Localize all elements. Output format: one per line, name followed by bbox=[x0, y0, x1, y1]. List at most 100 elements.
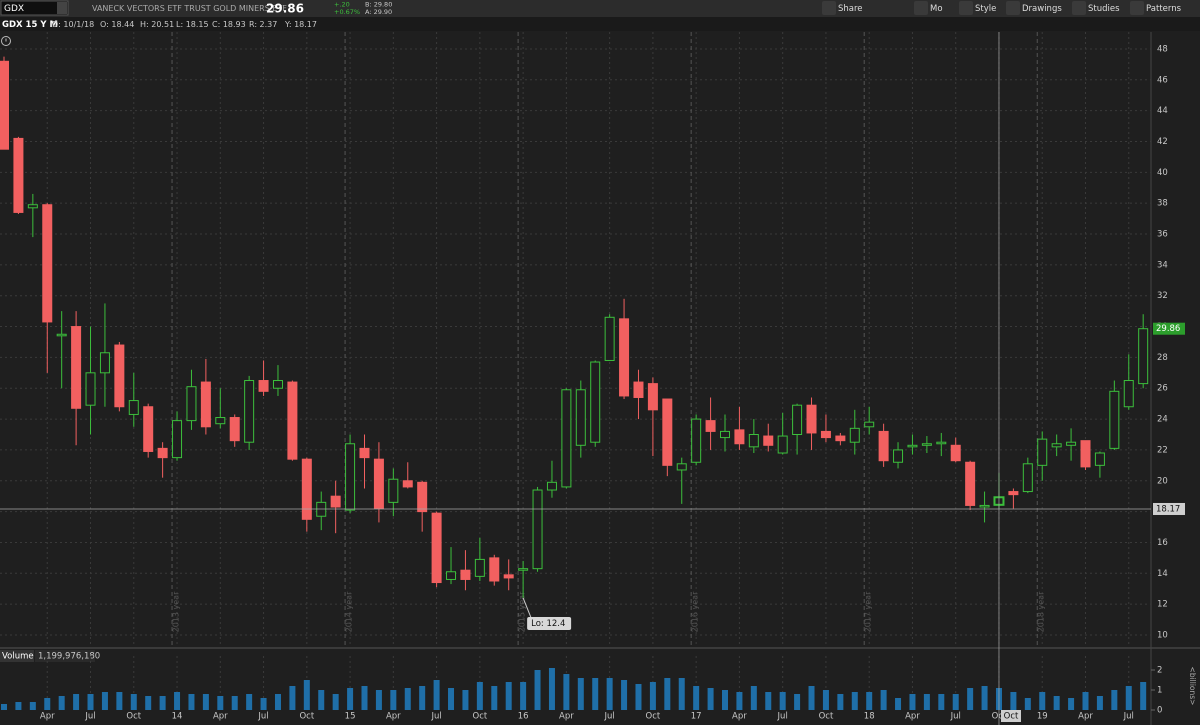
candle-body bbox=[258, 380, 269, 392]
year-marker-label: 2017 year bbox=[864, 591, 873, 632]
candle-body bbox=[402, 480, 413, 488]
candle-body bbox=[546, 481, 557, 491]
volume-bar bbox=[289, 686, 296, 710]
y-tick-label: 42 bbox=[1157, 137, 1168, 147]
candle-body bbox=[200, 381, 211, 428]
volume-bar bbox=[1, 704, 7, 710]
volume-bar bbox=[1010, 692, 1017, 710]
y-tick-label: 14 bbox=[1157, 569, 1168, 579]
annotation: Lo: 12.4 bbox=[531, 619, 565, 629]
candle-body bbox=[619, 318, 630, 397]
candle-body bbox=[359, 447, 370, 459]
volume-bar bbox=[15, 702, 22, 710]
candle-body bbox=[777, 435, 788, 454]
ohlc-info: D: 10/1/18 bbox=[52, 20, 94, 29]
y-tick-label: 36 bbox=[1157, 230, 1168, 240]
x-tick-label: 19 bbox=[1037, 712, 1048, 722]
candle-body bbox=[734, 429, 745, 445]
x-tick-label: Apr bbox=[213, 712, 228, 722]
volume-bar bbox=[188, 694, 195, 710]
candle-body bbox=[417, 481, 428, 513]
candle-body bbox=[287, 381, 298, 460]
x-tick-label: Apr bbox=[732, 712, 747, 722]
candle-body bbox=[373, 458, 384, 510]
x-tick-label: Oct bbox=[299, 712, 314, 722]
volume-bar bbox=[448, 688, 455, 710]
bid: B: 29.80 bbox=[365, 1, 392, 9]
volume-bar bbox=[159, 696, 166, 710]
volume-bar bbox=[664, 678, 671, 710]
volume-bar bbox=[1082, 692, 1089, 710]
volume-bar bbox=[174, 692, 181, 710]
ohlc-info: R: 2.37 bbox=[249, 20, 277, 29]
annotation-box bbox=[527, 616, 572, 630]
volume-bar bbox=[1053, 696, 1060, 710]
y-tick-label: 12 bbox=[1157, 600, 1168, 610]
symbol-input[interactable] bbox=[0, 0, 69, 16]
volume-bar bbox=[1039, 692, 1046, 710]
candle-body bbox=[748, 433, 759, 448]
candle-body bbox=[330, 495, 341, 508]
volume-bar bbox=[1140, 682, 1147, 710]
info-icon[interactable] bbox=[1, 36, 11, 46]
candle-body bbox=[172, 420, 183, 459]
crosshair-date-tag bbox=[1000, 710, 1021, 722]
candle-body bbox=[1066, 441, 1077, 446]
volume-title: Volume bbox=[2, 652, 34, 662]
candle-body bbox=[215, 417, 226, 425]
volume-bar bbox=[491, 686, 498, 710]
volume-bar bbox=[678, 678, 685, 710]
toolbar-button[interactable] bbox=[914, 1, 928, 15]
volume-bar bbox=[707, 688, 714, 710]
toolbar-button[interactable] bbox=[1006, 1, 1020, 15]
candle-body bbox=[763, 435, 774, 446]
candle-body bbox=[921, 443, 932, 446]
candle-body bbox=[114, 344, 125, 408]
volume-bar bbox=[837, 694, 844, 710]
volume-bar bbox=[332, 694, 339, 710]
volume-bar bbox=[750, 686, 757, 710]
symbol-dropdown[interactable] bbox=[57, 2, 67, 14]
volume-bar bbox=[1024, 698, 1031, 710]
ohlc-info: Y: 18.17 bbox=[284, 20, 317, 29]
chart-label: GDX 15 Y M bbox=[2, 20, 58, 30]
crosshair-price: 18.17 bbox=[1156, 504, 1180, 514]
volume-bar bbox=[217, 696, 224, 710]
volume-bar bbox=[318, 690, 325, 710]
crosshair-price-tag bbox=[1153, 502, 1185, 515]
volume-bar bbox=[621, 680, 628, 710]
volume-bar bbox=[347, 688, 354, 710]
candle-body bbox=[893, 449, 904, 463]
candle-body bbox=[1022, 463, 1033, 493]
toolbar-button[interactable] bbox=[1130, 1, 1144, 15]
candle-body bbox=[705, 420, 716, 432]
volume-bar bbox=[87, 694, 94, 710]
x-tick-label: Jul bbox=[777, 712, 788, 722]
toolbar-button-label: Studies bbox=[1088, 4, 1120, 14]
candle-body bbox=[42, 204, 53, 323]
volume-bar bbox=[952, 694, 959, 710]
y-tick-label: 28 bbox=[1157, 353, 1168, 363]
candle-body bbox=[806, 404, 817, 434]
year-marker-label: 2018 year bbox=[1037, 591, 1046, 632]
x-tick-label: Apr bbox=[905, 712, 920, 722]
toolbar-button[interactable] bbox=[822, 1, 836, 15]
x-tick-label: Oct bbox=[819, 712, 834, 722]
candle-body bbox=[662, 398, 673, 466]
volume-bar bbox=[101, 692, 108, 710]
volume-tick-label: 0 bbox=[1157, 706, 1162, 716]
candle-body bbox=[27, 204, 38, 209]
x-tick-label: Apr bbox=[40, 712, 55, 722]
toolbar-button[interactable] bbox=[959, 1, 973, 15]
volume-bar bbox=[73, 694, 80, 710]
volume-bar bbox=[765, 692, 772, 710]
volume-bar bbox=[534, 670, 541, 710]
volume-tick-label: 2 bbox=[1157, 666, 1162, 676]
toolbar-button[interactable] bbox=[1072, 1, 1086, 15]
volume-bar bbox=[1068, 698, 1075, 710]
x-tick-label: Jul bbox=[950, 712, 961, 722]
candle-body bbox=[99, 352, 110, 374]
volume-bar bbox=[116, 692, 123, 710]
volume-bar bbox=[145, 696, 152, 710]
